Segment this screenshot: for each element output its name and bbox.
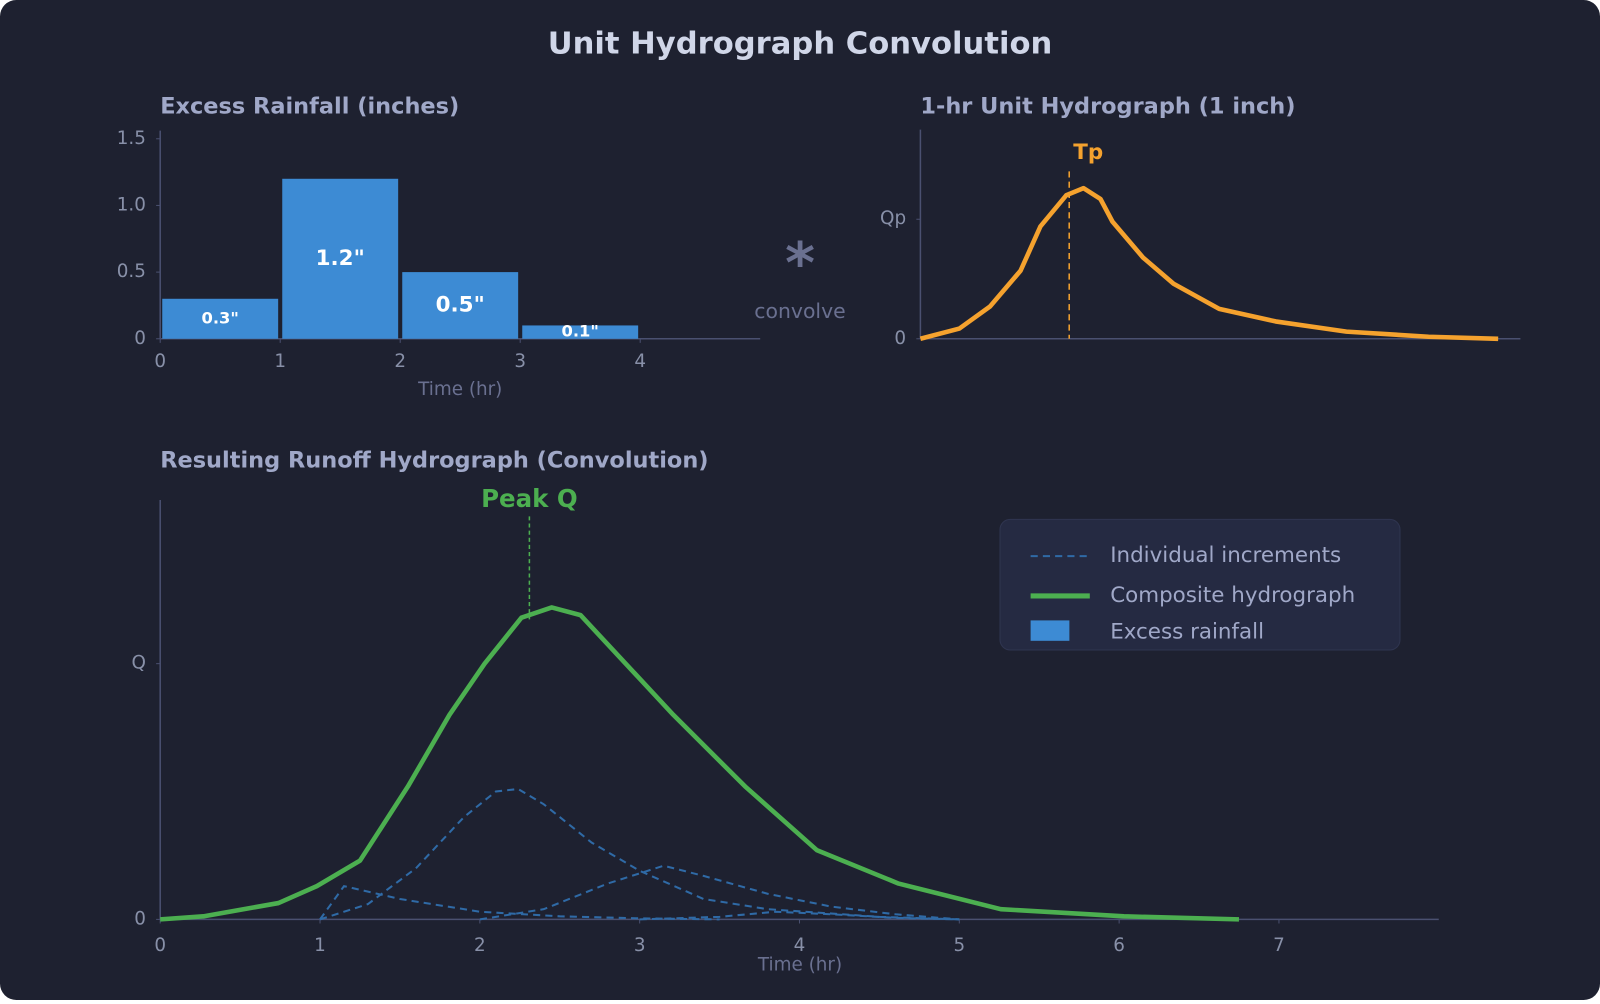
annotation-label: Tp xyxy=(1073,140,1103,165)
x-tick-label: 1 xyxy=(274,351,286,372)
y-tick-label: Qp xyxy=(880,208,906,229)
y-tick-label: 0 xyxy=(894,328,906,349)
bar xyxy=(282,178,399,339)
x-axis-label: Time (hr) xyxy=(757,954,842,975)
x-tick-label: 4 xyxy=(634,351,646,372)
bar xyxy=(522,325,639,339)
y-tick-label: Q xyxy=(131,653,145,674)
x-tick-label: 6 xyxy=(1113,935,1125,956)
x-tick-label: 7 xyxy=(1273,935,1285,956)
bar-value-label: 1.2" xyxy=(316,246,365,271)
chart-title: 1-hr Unit Hydrograph (1 inch) xyxy=(920,94,1295,120)
increment-line xyxy=(479,864,960,921)
legend-label: Excess rainfall xyxy=(1110,620,1264,645)
x-tick-label: 0 xyxy=(154,935,166,956)
y-tick-label: 0.5 xyxy=(117,261,146,282)
y-tick-label: 0 xyxy=(134,908,146,929)
legend-label: Composite hydrograph xyxy=(1110,583,1355,608)
operator-symbol: * xyxy=(785,231,815,297)
legend-swatch xyxy=(1030,620,1070,641)
increment-line xyxy=(319,884,720,921)
bar xyxy=(162,298,279,339)
bar-value-label: 0.5" xyxy=(436,292,485,317)
x-tick-label: 1 xyxy=(314,935,326,956)
increment-line xyxy=(639,910,960,921)
x-tick-label: 2 xyxy=(474,935,486,956)
y-tick-label: 0 xyxy=(134,328,146,349)
bar xyxy=(402,272,519,339)
x-tick-label: 5 xyxy=(953,935,965,956)
x-axis-label: Time (hr) xyxy=(417,379,502,400)
y-tick-label: 1.0 xyxy=(117,194,146,215)
chart-title: Resulting Runoff Hydrograph (Convolution… xyxy=(160,448,708,474)
series-line xyxy=(919,185,1499,342)
x-tick-label: 0 xyxy=(154,351,166,372)
annotation-label: Peak Q xyxy=(481,484,578,513)
chart-title: Excess Rainfall (inches) xyxy=(160,94,459,120)
legend-box xyxy=(999,518,1401,651)
page-title: Unit Hydrograph Convolution xyxy=(548,26,1053,61)
x-tick-label: 4 xyxy=(794,935,806,956)
x-tick-label: 2 xyxy=(394,351,406,372)
bar-value-label: 0.1" xyxy=(562,322,599,341)
bar-value-label: 0.3" xyxy=(202,308,239,327)
legend-label: Individual increments xyxy=(1110,543,1341,568)
x-tick-label: 3 xyxy=(514,351,526,372)
y-tick-label: 1.5 xyxy=(117,128,146,149)
series-line xyxy=(160,605,1240,922)
x-tick-label: 3 xyxy=(634,935,646,956)
operator-label: convolve xyxy=(754,299,845,323)
increment-line xyxy=(319,787,960,921)
